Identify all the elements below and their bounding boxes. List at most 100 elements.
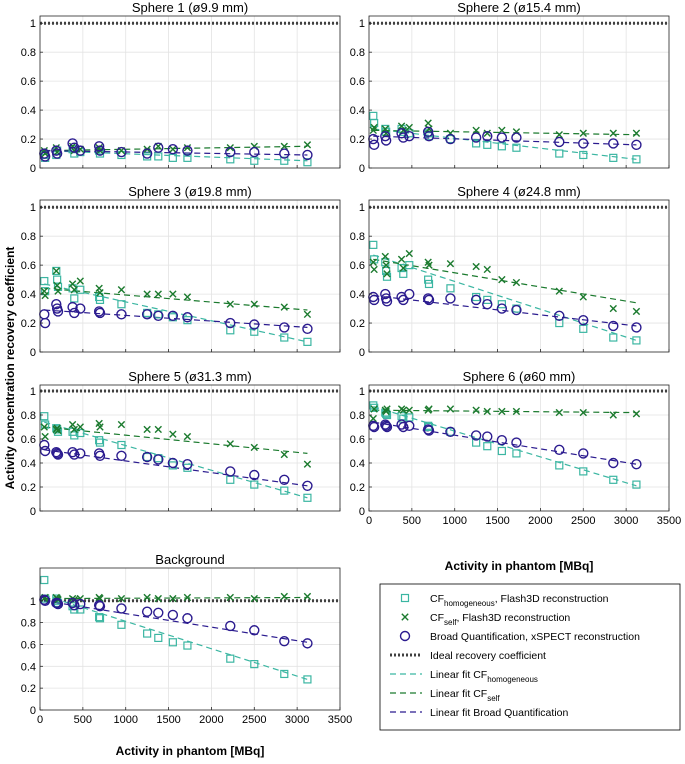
data-point-square [117,620,126,629]
chart-title: Sphere 5 (ø31.3 mm) [128,369,252,384]
data-point-square [303,337,312,346]
data-point-cross [41,149,49,158]
y-tick-label: 0.2 [21,683,36,695]
data-point-cross [382,261,390,269]
data-point-square [472,438,481,447]
data-point-square [95,614,105,623]
data-point-circle [404,288,415,300]
data-point-square [95,295,105,304]
legend-item: Linear fit CFhomogeneous [390,669,538,684]
data-point-cross [280,303,288,311]
data-point-circle [511,437,522,448]
data-point-square [226,155,235,164]
data-point-circle [302,149,313,161]
data-point-circle [67,447,78,458]
data-point-cross [381,252,389,261]
data-point-cross [383,405,391,413]
data-point-cross [41,291,49,300]
data-point-circle [396,419,407,430]
x-axis-label-background: Activity in phantom [MBq] [116,744,265,758]
data-point-cross [399,406,407,414]
legend-box [379,583,681,731]
y-tick-label: 1 [30,18,36,30]
data-point-cross [399,264,407,272]
data-point-square [370,403,379,412]
data-point-cross [609,304,617,313]
data-point-circle [67,597,78,609]
data-point-cross [117,286,126,294]
data-point-square [579,467,588,476]
data-point-cross [579,293,587,301]
data-point-cross [397,122,406,130]
data-point-cross [76,277,84,285]
y-tick-label: 0.4 [21,105,36,117]
fit-line-homogeneous [44,594,308,680]
data-point-square [381,408,390,417]
data-point-circle [116,146,127,158]
y-tick-label: 0.4 [350,458,365,470]
chart-panel-bg: 0 0.2 0.4 0.6 0.8 1 0 500 1000 1500 2000 2500 3000 35… [21,552,353,726]
data-point-square [483,442,492,451]
data-point-circle [554,136,565,148]
data-point-circle [182,145,193,156]
data-point-square [446,134,455,144]
data-point-circle [75,448,86,459]
data-point-square [609,475,618,484]
data-point-circle [94,307,106,319]
data-point-square [512,449,521,458]
data-point-cross [183,293,192,301]
y-tick-label: 1 [30,386,36,398]
data-point-square [303,493,312,502]
data-point-circle [496,132,508,143]
data-point-cross [41,432,49,441]
data-point-square [143,452,152,462]
data-point-square [40,276,49,286]
data-point-circle [182,613,193,624]
data-point-cross [226,593,234,602]
data-point-cross [579,129,587,137]
data-point-square [446,284,455,293]
data-point-cross [632,129,641,137]
data-point-cross [555,287,563,295]
data-point-circle [51,447,62,458]
data-point-circle [94,601,106,612]
y-tick-label: 0 [359,163,365,175]
data-point-circle [141,148,153,159]
legend-label: Linear fit CFself [430,688,500,703]
data-point-square [497,446,506,456]
data-point-square [250,660,259,669]
data-point-square [40,412,49,421]
chart-panel-s6: 0 0.2 0.4 0.6 0.8 1 0 500 1000 1500 2000 2500 3000 35… [350,369,682,527]
data-point-circle [398,294,409,306]
x-tick-label: 3000 [614,515,638,527]
data-point-cross [498,275,506,284]
data-point-cross [370,405,378,413]
data-point-circle [51,597,63,609]
y-tick-label: 0 [30,347,36,359]
axes-frame [368,199,670,353]
y-tick-label: 0.4 [21,289,36,301]
y-tick-label: 0.8 [21,231,36,243]
fit-line-self [44,287,308,311]
data-point-cross [96,423,104,431]
data-point-cross [446,260,455,268]
data-point-square [117,300,126,309]
chart-panel-s3: 0 0.2 0.4 0.6 0.8 1 Sphere 3 (ø19.8 mm) [21,184,341,359]
chart-panel-s1: 0 0.2 0.4 0.6 0.8 1 Sphere 1 (ø9.9 mm) [21,0,341,175]
data-point-circle [445,426,456,437]
y-tick-label: 0.8 [350,231,365,243]
data-point-circle [608,138,619,149]
data-point-square [497,300,506,309]
data-point-cross [169,430,177,438]
data-point-square [369,240,378,249]
data-point-cross [117,594,126,603]
data-point-circle [69,449,80,460]
data-point-cross [405,406,413,414]
data-point-square [70,605,79,614]
data-point-cross [472,262,480,271]
data-point-circle [482,431,493,442]
data-point-cross [555,408,563,417]
data-point-cross [52,267,60,275]
y-axis-label: Activity concentration recovery coeffici… [3,247,17,490]
data-point-cross [280,142,288,150]
